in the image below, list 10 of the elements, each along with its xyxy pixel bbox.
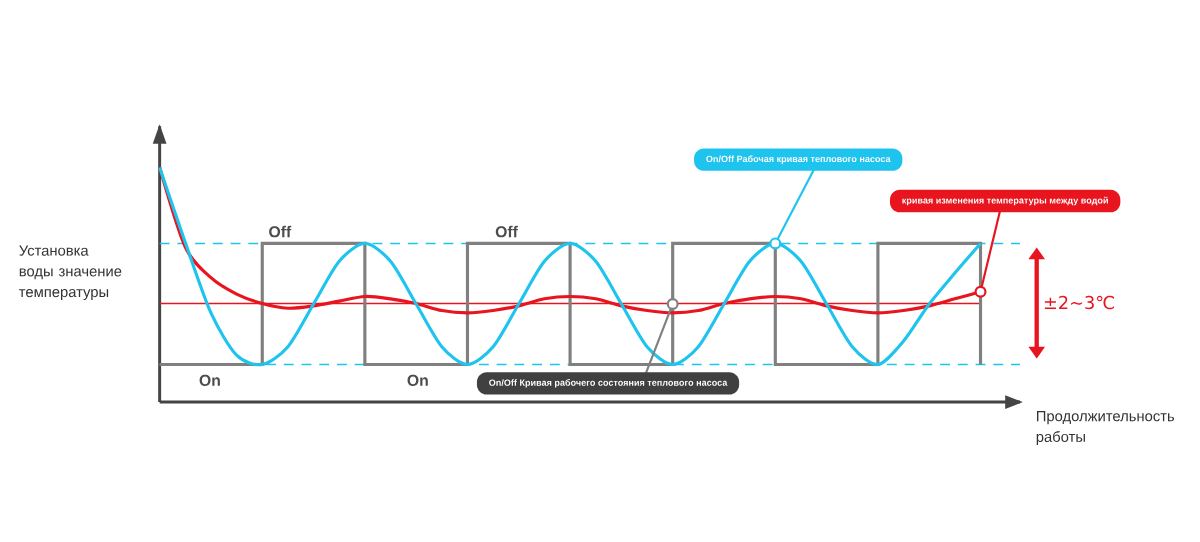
text: ±2~3℃: [1044, 295, 1114, 310]
annotation: On: [407, 374, 428, 386]
annotation: On: [199, 374, 220, 386]
x-axis-title: Продолжительность работы: [1036, 410, 1175, 445]
text: On/Off Кривая рабочего состояния теплового насоса: [489, 379, 728, 388]
annotation: Off: [269, 225, 292, 238]
text: On/Off Рабочая кривая теплового насоса: [706, 155, 891, 164]
annotation: Off: [495, 225, 518, 238]
y-axis-title: Установка воды значение температуры: [19, 245, 122, 301]
text: кривая изменения температуры между водой: [902, 196, 1108, 206]
